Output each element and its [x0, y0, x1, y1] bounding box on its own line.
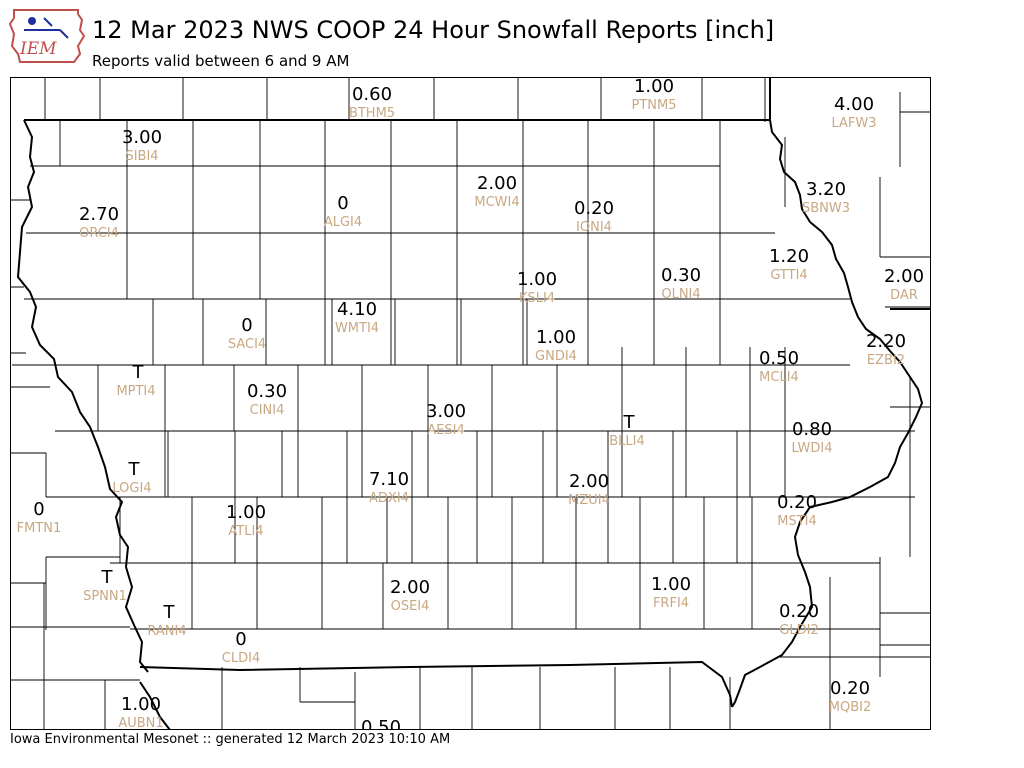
snowfall-value: 0 — [241, 315, 252, 336]
station-id: AUBN1 — [118, 716, 163, 730]
station-id: MCWI4 — [474, 195, 519, 210]
station-id: BTHM5 — [349, 106, 395, 121]
station-id: LWDI4 — [791, 441, 832, 456]
snowfall-value: 2.00 — [884, 266, 924, 287]
trace-marker: T — [128, 459, 141, 480]
trace-marker: T — [163, 602, 176, 623]
weather-symbol-icon — [24, 17, 69, 39]
snowfall-value: 2.00 — [390, 577, 430, 598]
snowfall-value: 0.20 — [830, 678, 870, 699]
snowfall-value: 0 — [33, 499, 44, 520]
snowfall-value: 1.00 — [634, 77, 674, 97]
station-id: AESI4 — [427, 423, 464, 438]
station-id: ALGI4 — [324, 215, 362, 230]
station-id: FMTN1 — [17, 521, 62, 536]
snowfall-value: 2.00 — [569, 471, 609, 492]
station-id: GTTI4 — [770, 268, 807, 283]
station-id: FRFI4 — [653, 596, 689, 611]
station-id: OLNI4 — [661, 287, 700, 302]
snowfall-value: 0.20 — [779, 601, 819, 622]
snowfall-value: 3.00 — [122, 127, 162, 148]
iem-logo[interactable]: IEM — [8, 6, 86, 66]
map-title: 12 Mar 2023 NWS COOP 24 Hour Snowfall Re… — [92, 16, 775, 44]
snowfall-value: 1.20 — [769, 246, 809, 267]
snowfall-value: 0.30 — [661, 265, 701, 286]
snowfall-value: 0.50 — [361, 717, 401, 730]
trace-marker: T — [132, 362, 145, 383]
trace-marker: T — [623, 412, 636, 433]
snowfall-value: 0.30 — [247, 381, 287, 402]
station-id: PTNM5 — [632, 98, 677, 113]
station-id: MSTI4 — [777, 514, 817, 529]
station-id: DAR — [890, 288, 918, 303]
snowfall-value: 7.10 — [369, 469, 409, 490]
snowfall-value: 4.00 — [834, 94, 874, 115]
logo-text: IEM — [19, 39, 57, 59]
snowfall-value: 1.00 — [121, 694, 161, 715]
station-id: SPNN1 — [83, 589, 127, 604]
county-lines — [10, 77, 931, 730]
snowfall-value: 2.20 — [866, 331, 906, 352]
map-subtitle: Reports valid between 6 and 9 AM — [92, 52, 350, 70]
state-borders — [16, 77, 931, 730]
snowfall-value: 0.80 — [792, 419, 832, 440]
station-id: KSLI4 — [519, 291, 555, 306]
station-id: MQBI2 — [829, 700, 871, 715]
iowa-outline-icon — [8, 9, 86, 63]
station-id: GNDI4 — [535, 349, 577, 364]
snowfall-value: 0.60 — [352, 84, 392, 105]
trace-marker: T — [101, 567, 114, 588]
snowfall-value: 0.20 — [574, 198, 614, 219]
station-id: MPTI4 — [116, 384, 155, 399]
station-id: EZBI2 — [867, 353, 905, 368]
station-id: OSEI4 — [391, 599, 430, 614]
station-id: ORCI4 — [79, 226, 119, 241]
station-id: SACI4 — [228, 337, 266, 352]
station-id: LOGI4 — [112, 481, 151, 496]
snowfall-value: 3.20 — [806, 179, 846, 200]
station-id: CLDI4 — [222, 651, 260, 666]
station-id: BLLI4 — [609, 434, 645, 449]
station-id: ADXI4 — [369, 491, 409, 506]
station-id: WMTI4 — [335, 321, 379, 336]
footer-credit: Iowa Environmental Mesonet :: generated … — [10, 732, 451, 747]
station-id: CINI4 — [250, 403, 285, 418]
station-id: SIBI4 — [125, 149, 158, 164]
station-id: LAFW3 — [831, 116, 876, 131]
station-id: ATLI4 — [228, 524, 263, 539]
snowfall-value: 4.10 — [337, 299, 377, 320]
snowfall-value: 0 — [337, 193, 348, 214]
snowfall-value: 1.00 — [536, 327, 576, 348]
snowfall-value: 1.00 — [517, 269, 557, 290]
snowfall-value: 1.00 — [226, 502, 266, 523]
snowfall-value: 2.70 — [79, 204, 119, 225]
station-id: MCLI4 — [759, 370, 799, 385]
station-id: RANI4 — [147, 624, 186, 639]
snowfall-value: 2.00 — [477, 173, 517, 194]
snowfall-value: 0.50 — [759, 348, 799, 369]
station-id: IONI4 — [576, 220, 612, 235]
snowfall-value: 3.00 — [426, 401, 466, 422]
snowfall-value: 1.00 — [651, 574, 691, 595]
station-id: GLDI2 — [779, 623, 818, 638]
snowfall-value: 0 — [235, 629, 246, 650]
station-id: SBNW3 — [802, 201, 850, 216]
snowfall-value: 0.20 — [777, 492, 817, 513]
station-id: MZUI4 — [568, 493, 610, 508]
